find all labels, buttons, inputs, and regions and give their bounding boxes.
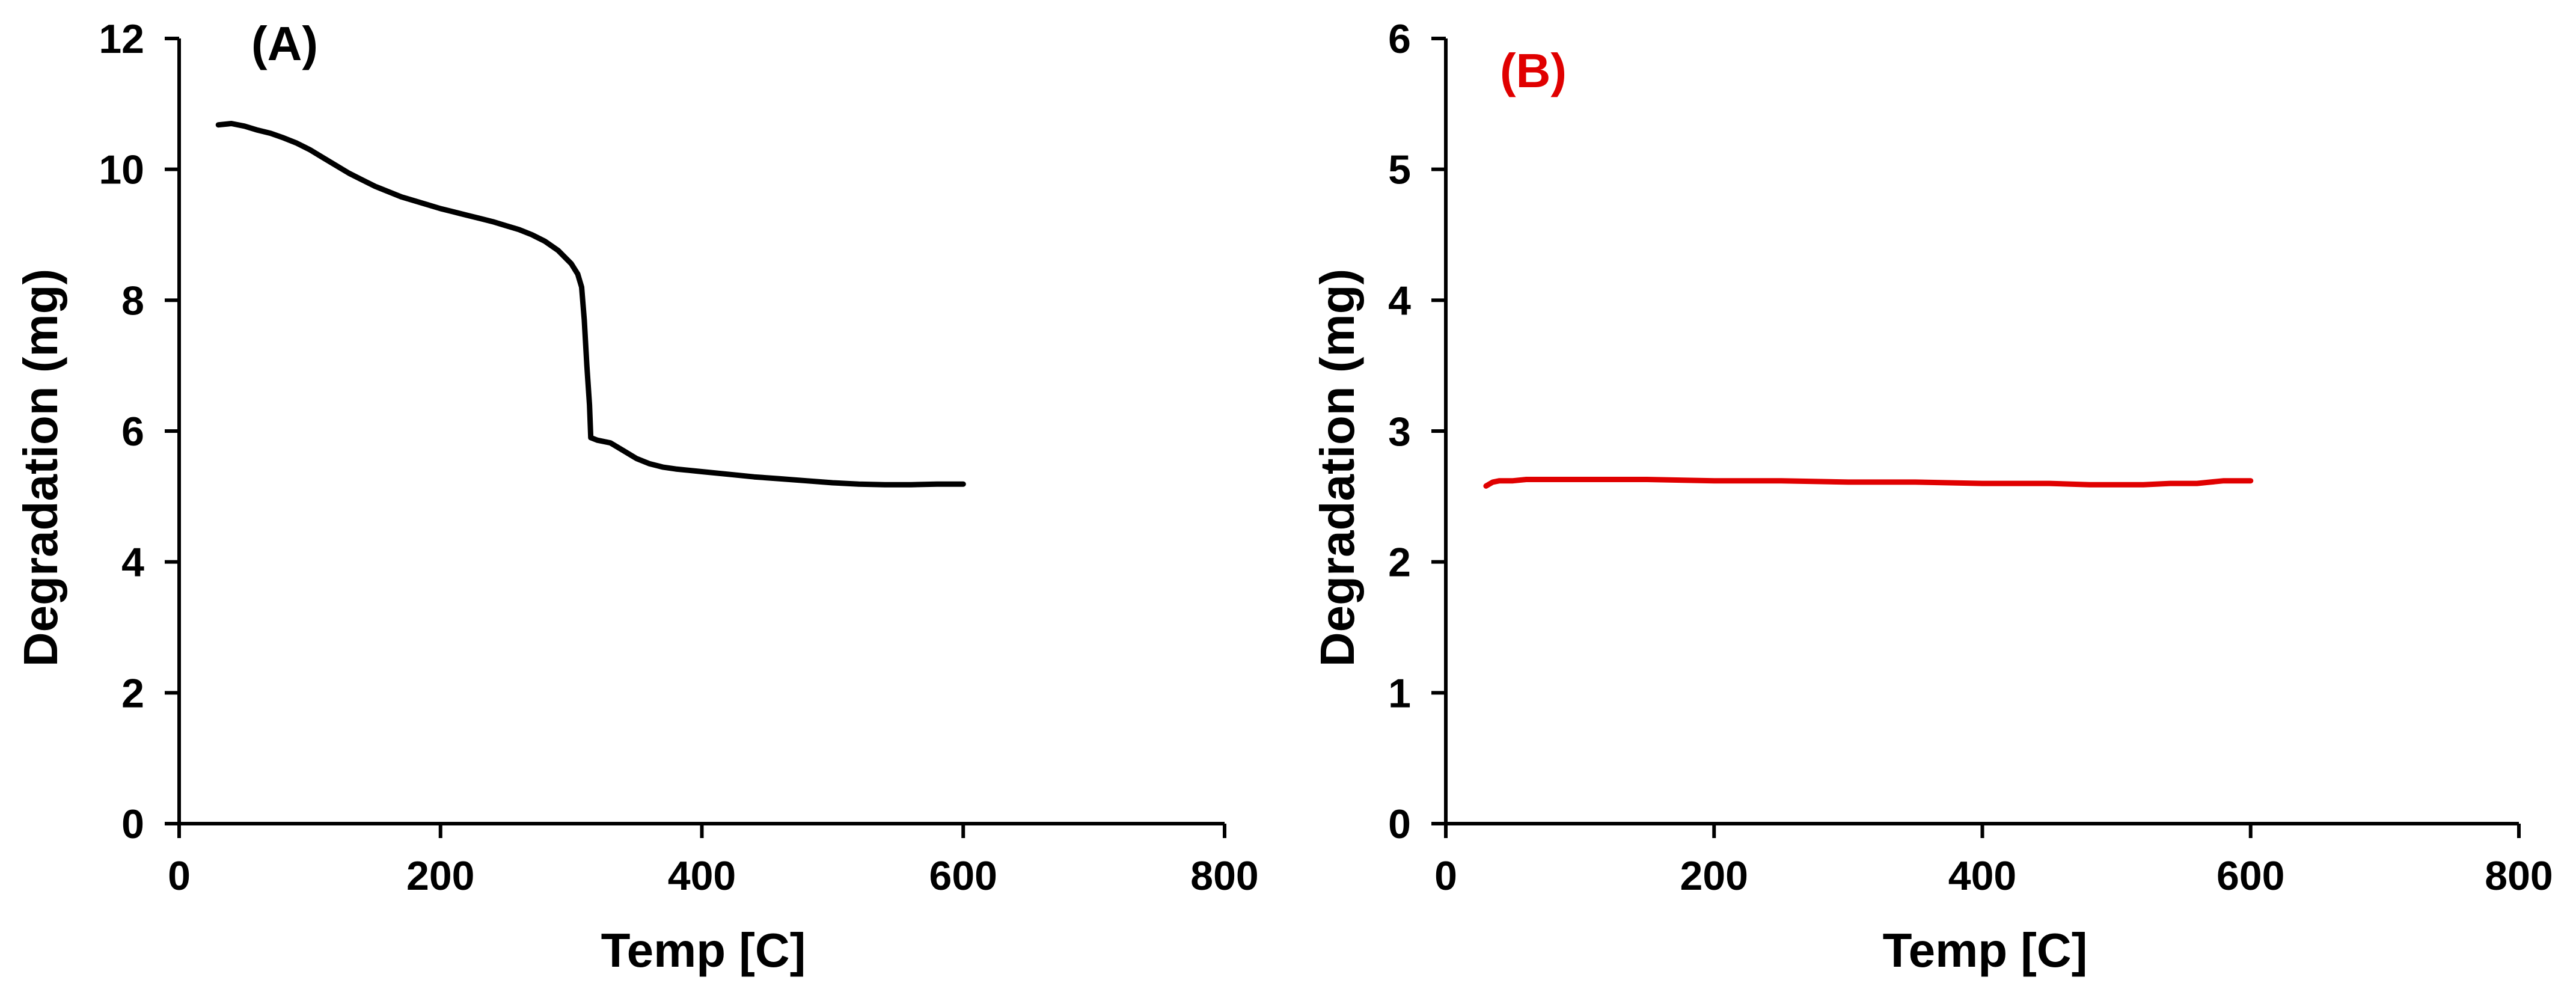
panel-b-y-tick-label: 6 (1388, 16, 1411, 62)
panel-b-x-axis-title: Temp [C] (1883, 923, 2088, 977)
panel-b-y-tick-label: 2 (1388, 540, 1411, 586)
panel-b-y-tick-label: 1 (1388, 670, 1411, 716)
panel-b: (B) 0 200 400 600 800 0 1 2 3 4 5 6 Temp [C] Degrad… (1311, 16, 2553, 977)
panel-b-x-tick-label: 0 (1434, 853, 1457, 899)
panel-a-x-tick-label: 200 (406, 853, 474, 899)
panel-b-x-tick-label: 600 (2217, 853, 2284, 899)
panel-a-y-tick-label: 2 (121, 670, 144, 716)
panel-b-x-tick-label: 400 (1948, 853, 2016, 899)
panel-a-x-tick-label: 0 (168, 853, 191, 899)
panel-b-plot-area: 0 200 400 600 800 0 1 2 3 4 5 6 (1388, 16, 2553, 899)
panel-b-y-tick-label: 3 (1388, 409, 1411, 455)
panel-b-series-line-0 (1483, 477, 2254, 489)
panel-a-label: (A) (251, 17, 318, 70)
panel-b-label: (B) (1500, 44, 1567, 97)
panel-a-y-tick-label: 10 (99, 147, 144, 193)
panel-a-series-line-0 (215, 121, 966, 488)
panel-b-x-tick-label: 200 (1680, 853, 1748, 899)
panel-a-y-tick-label: 8 (121, 278, 144, 323)
panel-a-y-tick-label: 12 (99, 16, 144, 62)
panel-b-y-tick-label: 5 (1388, 147, 1411, 193)
panel-a-x-axis-title: Temp [C] (601, 923, 806, 977)
panel-b-x-tick-label: 800 (2485, 853, 2553, 899)
panel-a: (A) 0 200 400 600 800 0 2 4 6 8 10 12 Temp [C] Degr… (14, 16, 1259, 977)
panel-a-x-tick-label: 600 (929, 853, 997, 899)
panel-a-x-tick-label: 400 (668, 853, 736, 899)
panel-a-y-axis-title: Degradation (mg) (14, 269, 67, 667)
panel-b-y-axis-title: Degradation (mg) (1311, 269, 1364, 667)
panel-a-y-tick-label: 4 (121, 540, 144, 586)
panel-a-y-tick-label: 0 (121, 801, 144, 847)
panel-a-x-tick-label: 800 (1190, 853, 1258, 899)
panel-b-y-tick-label: 4 (1388, 278, 1411, 323)
panel-a-plot-area: 0 200 400 600 800 0 2 4 6 8 10 12 (99, 16, 1258, 899)
panel-a-y-tick-label: 6 (121, 409, 144, 455)
panel-b-y-tick-label: 0 (1388, 801, 1411, 847)
